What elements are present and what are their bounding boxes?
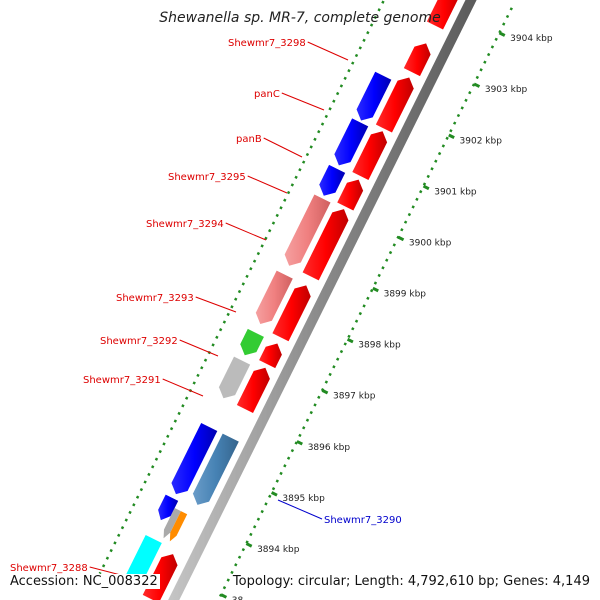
ruler-tick [473,82,481,88]
gene-features [124,0,458,600]
gene-label-leader [195,296,237,313]
gene-rev-3294 [284,194,331,266]
ruler-tick [270,491,278,497]
ruler-tick [245,542,253,548]
gene-label-leader [277,499,323,520]
gene-gray-small [163,508,181,539]
ruler-tick-label: 3896 kbp [308,443,351,453]
ruler-tick [321,389,329,395]
ruler-tick [296,440,303,446]
gene-fwd-4 [352,131,388,180]
gene-rev-blue-b [158,494,179,521]
topology-text: Topology: circular; Length: 4,792,610 bp… [230,574,592,589]
gene-fwd-3 [375,77,414,133]
gene-label-leader [247,175,288,194]
gene-label: Shewmr7_3295 [168,172,246,183]
ruler-tick [498,31,506,37]
ruler-tick-label: 3899 kbp [384,290,427,300]
gene-rev-3293 [255,270,293,324]
gene-label: Shewmr7_3288 [10,563,88,574]
gene-fwd-6 [302,209,349,281]
ruler-tick-label: 3900 kbp [409,238,452,248]
map-title: Shewanella sp. MR-7, complete genome [159,10,441,26]
gene-fwd-9 [236,367,270,413]
gene-labels: Shewmr7_3298 panC panB Shewmr7_3295 Shewmr7_… [10,38,402,581]
gene-rev-panC [356,71,392,121]
gene-fwd-1 [426,0,458,30]
gene-label-leader [307,41,349,61]
ruler-tick-label: 3895 kbp [282,494,325,504]
ruler-tick-label: 3898 kbp [358,341,401,351]
gene-3290 [192,433,239,505]
gene-rev-panB [334,118,369,166]
ruler-ticks: 3904 kbp 3903 kbp 3902 kbp 3901 kbp 3900 kbp… [220,31,553,600]
gene-rev-blue-a [171,422,218,495]
accession-text: Accession: NC_008322 [8,574,160,589]
ruler-tick [422,184,430,191]
gene-label: panC [254,89,280,100]
ruler-tick [372,286,379,293]
outer-dotted-line [216,7,513,600]
gene-label: Shewmr7_3291 [83,375,161,386]
ruler-tick-label: 3894 kbp [257,545,300,555]
ruler-tick [448,133,455,140]
ruler-tick [346,337,354,344]
gene-label-leader [162,378,204,397]
gene-label-leader [263,137,303,158]
gene-label-leader [281,92,325,111]
gene-label: Shewmr7_3294 [146,219,224,230]
gene-rev-3291 [218,356,251,399]
gene-label: Shewmr7_3290 [324,515,402,526]
ruler-tick-label: 38 [232,596,244,600]
ruler-tick-label: 3902 kbp [460,136,503,146]
gene-label-leader [225,222,267,241]
ruler-tick-label: 3897 kbp [333,392,376,402]
backbone-band [168,0,477,600]
gene-rev-3292 [240,328,264,356]
genome-backbone [168,0,477,600]
gene-fwd-2 [403,43,431,77]
gene-label: Shewmr7_3292 [100,336,178,347]
ruler-tick [220,593,228,599]
gene-orange-small [169,511,188,542]
gene-rev-3295 [319,164,346,196]
gene-fwd-5 [337,179,364,211]
gene-label: Shewmr7_3298 [228,38,306,49]
inner-dotted-line [98,0,386,575]
gene-fwd-8 [259,343,282,369]
ruler-tick-label: 3904 kbp [510,34,553,44]
gene-label: Shewmr7_3293 [116,293,194,304]
ruler-tick-label: 3903 kbp [485,85,528,95]
gene-label-leader [179,339,219,357]
gene-label: panB [236,134,262,145]
ruler-tick-label: 3901 kbp [434,187,477,197]
gene-fwd-7 [272,285,311,342]
ruler-tick [397,235,405,242]
